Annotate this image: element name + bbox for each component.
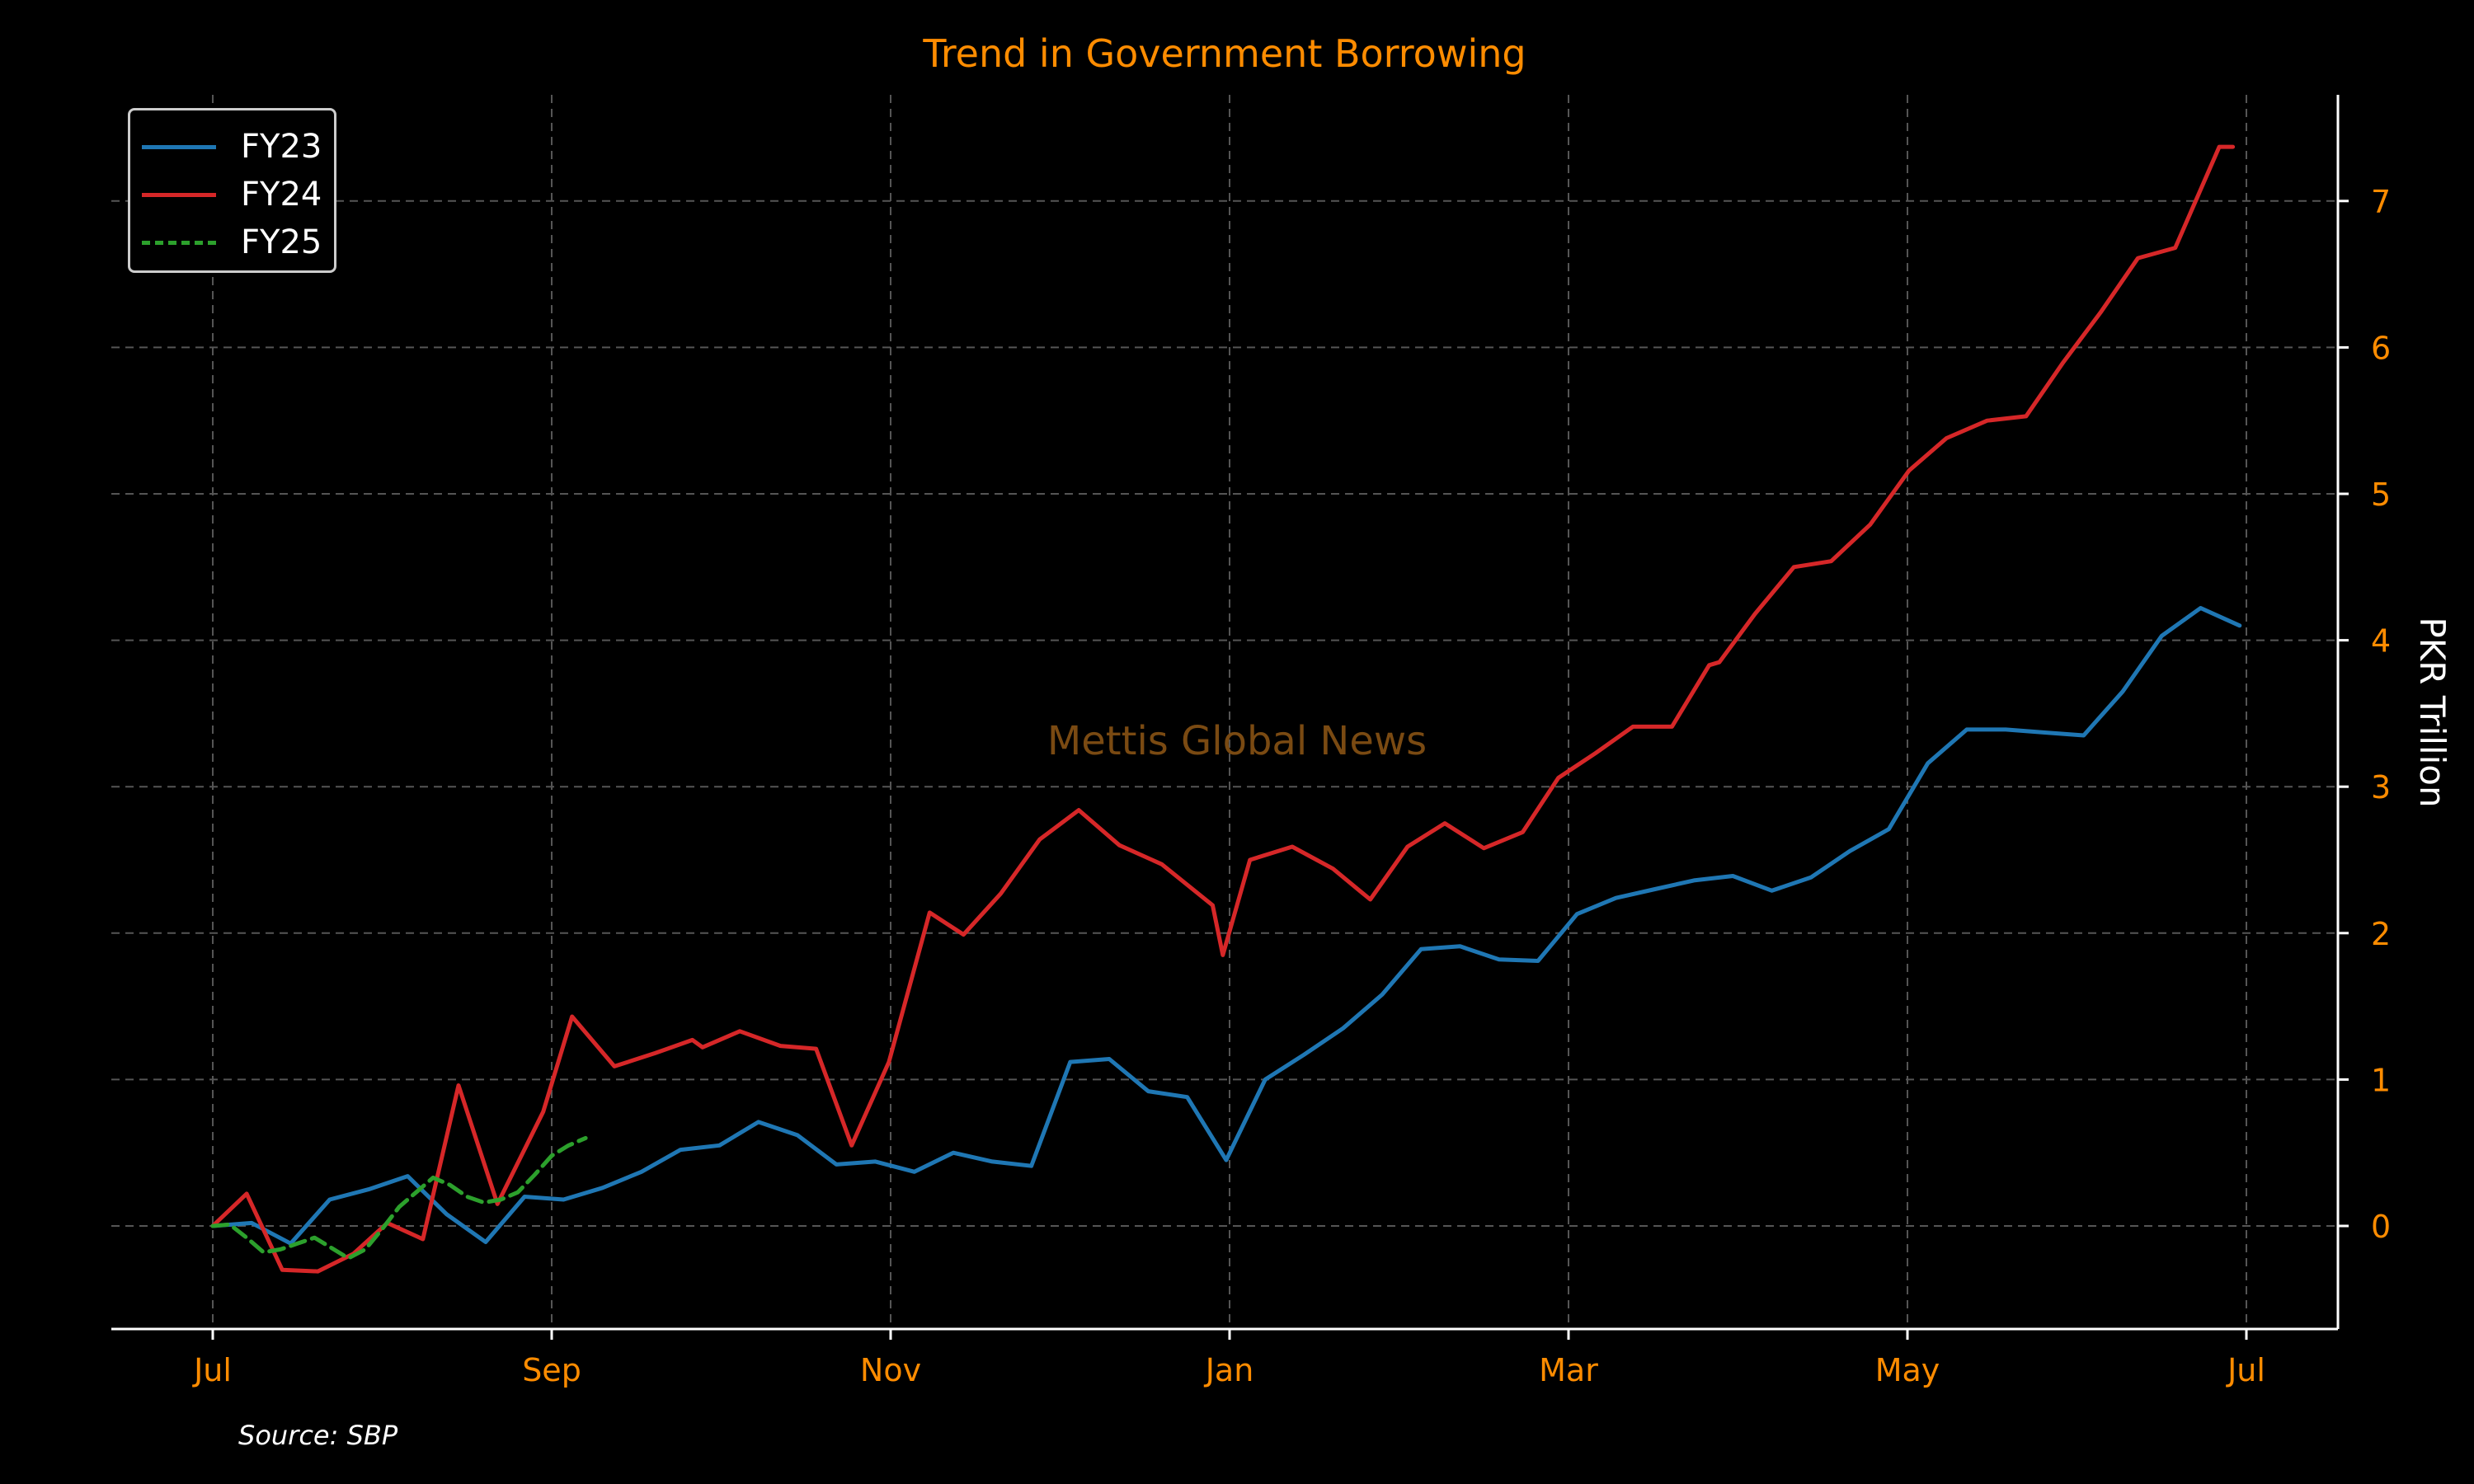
legend-item-fy23: FY23 [142,122,322,171]
axes: Jul Sep Nov Jan Mar May Jul 0 1 2 3 4 5 6 7 PKR Trillio… [111,95,2453,1388]
x-tick-label: Nov [860,1352,921,1388]
y-tick-label: 7 [2371,184,2391,220]
legend-item-fy24: FY24 [142,170,322,219]
x-tick-label: Jul [2226,1352,2265,1388]
legend-label: FY24 [241,176,322,214]
y-tick-label: 6 [2371,330,2391,366]
grid [111,95,2338,1329]
y-tick-label: 0 [2371,1209,2391,1245]
y-tick-label: 5 [2371,477,2391,513]
y-tick-label: 1 [2371,1062,2391,1098]
y-tick-label: 2 [2371,916,2391,952]
chart-title: Trend in Government Borrowing [923,31,1526,76]
x-tick-label: Mar [1539,1352,1598,1388]
x-tick-label: Sep [522,1352,581,1388]
watermark-layer: Mettis Global News [1047,718,1427,764]
x-tick-label: Jul [192,1352,232,1388]
series-line-fy25 [210,1135,588,1261]
legend-swatch [142,192,216,197]
legend-label: FY23 [241,128,322,166]
legend-item-fy25: FY25 [142,218,322,267]
legend: FY23 FY24 FY25 [128,108,336,273]
x-tick-label: Jan [1204,1352,1254,1388]
legend-label: FY25 [241,223,322,261]
legend-swatch [142,144,216,149]
y-tick-label: 3 [2371,769,2391,805]
series-line-fy23 [210,606,2242,1246]
legend-swatch [142,240,216,245]
watermark: Mettis Global News [1047,718,1427,764]
x-tick-label: May [1875,1352,1940,1388]
y-tick-label: 4 [2371,623,2391,660]
y-axis-label: PKR Trillion [2412,617,2453,807]
source-note: Source: SBP [238,1420,398,1451]
series-line-fy24 [210,144,2236,1274]
series-lines [210,144,2242,1274]
